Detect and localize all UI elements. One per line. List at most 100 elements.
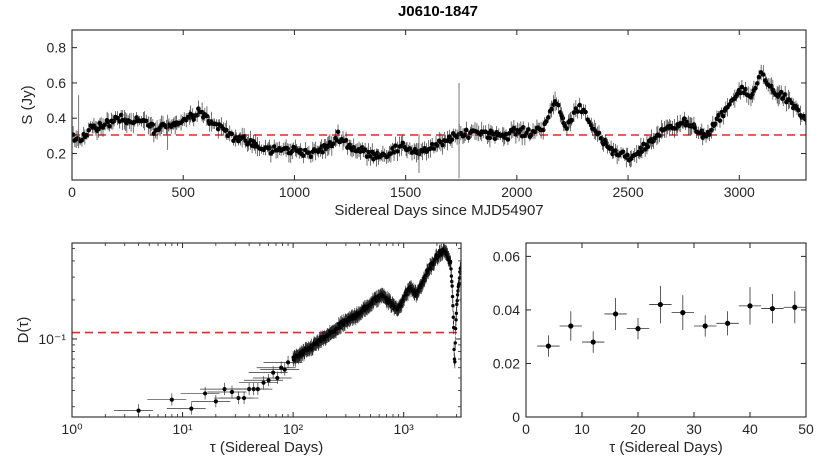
zoom-point [657, 301, 664, 308]
sf-point [279, 365, 284, 370]
flux-point [270, 149, 275, 154]
flux-xtick-label: 1500 [390, 184, 421, 200]
flux-xtick-label: 1000 [279, 184, 310, 200]
flux-point [717, 118, 723, 123]
flux-point [769, 83, 774, 89]
figure-title: J0610-1847 [398, 3, 478, 20]
zoom-xtick-label: 50 [798, 421, 814, 437]
flux-point [84, 133, 90, 138]
zoom-xtick-label: 30 [686, 421, 702, 437]
flux-ytick-label: 0.6 [47, 75, 67, 91]
flux-point [487, 135, 493, 141]
flux-point [407, 146, 413, 151]
flux-panel: 0 500 1000 1500 2000 2500 3000 0.2 0.4 0.6 0.8 Side… [19, 29, 807, 219]
flux-ylabel: S (Jy) [19, 85, 36, 124]
flux-point [598, 136, 604, 141]
zoom-point [747, 303, 753, 309]
flux-point [560, 115, 566, 121]
flux-xtick-label: 2500 [612, 184, 643, 200]
zoom-ytick-label: 0.06 [493, 248, 520, 264]
sf-xtick-label: 10³ [394, 421, 415, 437]
flux-point [267, 145, 272, 150]
flux-point [191, 117, 197, 122]
sf-dense-point [448, 259, 453, 264]
flux-point [780, 95, 786, 101]
flux-point [362, 147, 368, 153]
flux-point [204, 113, 210, 119]
flux-point [466, 135, 471, 141]
flux-point [583, 109, 588, 115]
clip-sf-marks [72, 243, 461, 417]
flux-point [641, 141, 646, 147]
clip-flux-marks [72, 64, 806, 179]
sf-point [189, 406, 194, 411]
sf-dense-point [453, 360, 457, 364]
flux-ytick-label: 0.4 [47, 110, 67, 126]
sf-dense-point [453, 341, 457, 345]
flux-point [638, 145, 644, 151]
flux-point [569, 117, 574, 123]
flux-point [753, 85, 758, 91]
zoom-point [769, 305, 776, 312]
sf-point [271, 370, 276, 375]
sf-dense-point [452, 347, 456, 352]
sf-dense-point [455, 302, 459, 307]
flux-point [571, 110, 577, 115]
sf-point [229, 389, 235, 395]
zoom-ytick-label: 0 [512, 409, 520, 425]
zoom-ytick-label: 0.02 [493, 355, 520, 371]
flux-point [727, 102, 732, 107]
flux-point [492, 136, 498, 142]
sf-dense-point [450, 284, 454, 288]
flux-point [331, 141, 336, 146]
zoom-point [792, 304, 798, 310]
zoom-axes-frame [525, 242, 807, 418]
flux-point [738, 90, 743, 96]
flux-point [390, 146, 395, 151]
sf-point [255, 387, 260, 392]
flux-point [368, 154, 373, 159]
flux-point [511, 125, 517, 131]
sf-point [241, 395, 247, 401]
flux-point [596, 130, 602, 136]
flux-point [546, 115, 551, 120]
flux-point [298, 147, 303, 153]
clip-zoom-marks [537, 285, 806, 357]
flux-point [375, 150, 380, 156]
flux-point [431, 146, 437, 151]
flux-xtick-label: 0 [68, 184, 76, 200]
sf-point [213, 399, 218, 404]
flux-point [224, 127, 229, 133]
zoom-point [590, 339, 596, 345]
zoom-xlabel: τ (Sidereal Days) [609, 439, 722, 456]
sf-point [282, 367, 287, 372]
flux-point [543, 119, 549, 124]
flux-point [707, 132, 712, 137]
flux-point [229, 131, 235, 137]
flux-point [435, 143, 440, 148]
flux-point [720, 113, 726, 119]
flux-point [400, 140, 406, 146]
flux-point [327, 139, 333, 145]
flux-point [393, 143, 398, 148]
zoom-point [545, 343, 552, 349]
flux-point [503, 131, 509, 137]
flux-point [639, 149, 645, 154]
flux-point [577, 102, 583, 108]
flux-point [115, 115, 120, 121]
flux-point [532, 129, 538, 135]
flux-point [285, 146, 291, 151]
sf-dense-point [452, 357, 457, 361]
sf-ytick-label: 10⁻¹ [38, 331, 66, 347]
flux-point [524, 130, 529, 136]
flux-point [520, 125, 526, 130]
sf-xlabel: τ (Sidereal Days) [210, 439, 323, 456]
sf-xtick-label: 10² [283, 421, 304, 437]
sf-dense-point [451, 315, 456, 319]
sf-axes-frame [71, 242, 462, 418]
flux-point [335, 129, 341, 135]
flux-point [681, 116, 687, 121]
flux-point [739, 84, 745, 90]
flux-point [422, 146, 427, 151]
